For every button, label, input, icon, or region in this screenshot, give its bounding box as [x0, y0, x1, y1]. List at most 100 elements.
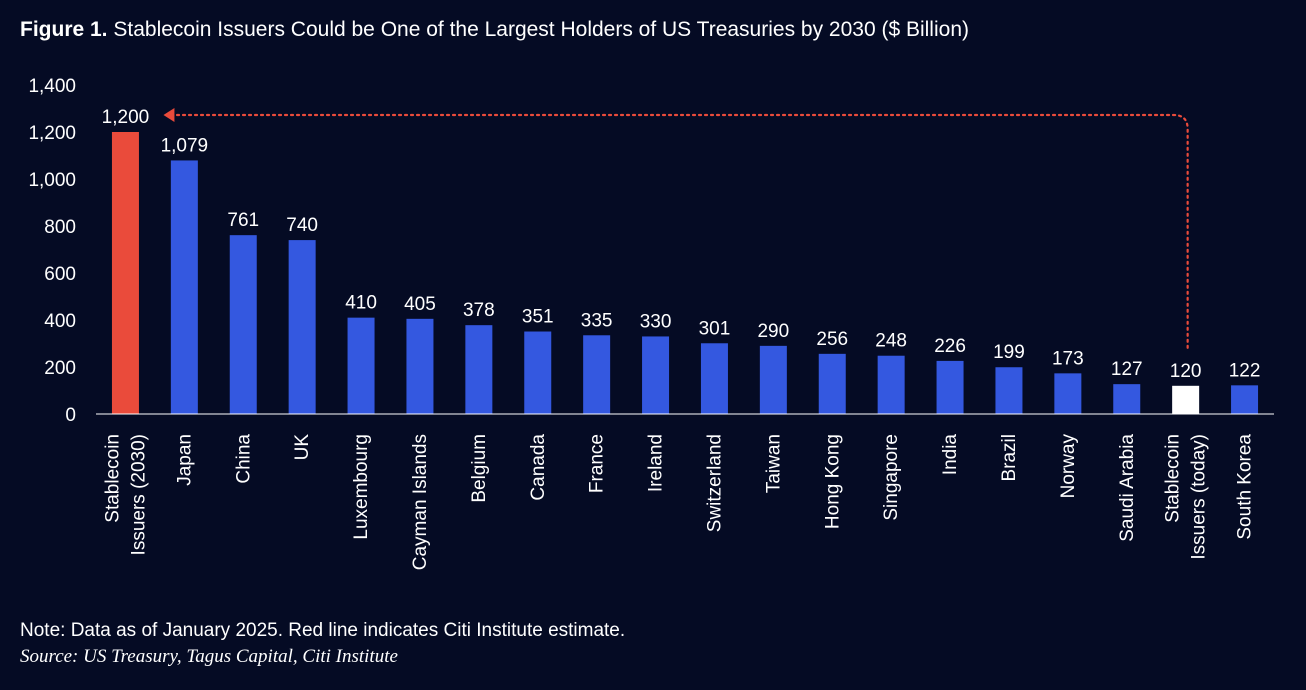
- bar: [818, 353, 846, 414]
- bar: [229, 235, 257, 414]
- chart-title-text: Stablecoin Issuers Could be One of the L…: [113, 18, 969, 41]
- estimate-arrow: [163, 108, 1189, 349]
- bar-value-label: 1,079: [161, 135, 209, 156]
- x-tick-label-line: Cayman Islands: [410, 434, 431, 570]
- x-tick-label: Hong Kong: [822, 434, 843, 529]
- x-tick-label: Cayman Islands: [410, 434, 431, 570]
- chart-title: Figure 1. Stablecoin Issuers Could be On…: [20, 18, 969, 42]
- x-tick-label-line: Canada: [528, 434, 549, 501]
- x-tick-label: South Korea: [1235, 434, 1256, 540]
- bar-value-label: 199: [993, 342, 1025, 363]
- y-tick-label: 1,200: [28, 123, 76, 144]
- bar-value-label: 173: [1052, 348, 1084, 369]
- x-tick-label-line: UK: [292, 434, 313, 461]
- x-tick-label: Singapore: [881, 434, 902, 521]
- x-tick-label-line: Norway: [1058, 434, 1079, 499]
- x-tick-label: Norway: [1058, 434, 1079, 499]
- bar-value-label: 301: [699, 318, 731, 339]
- bar: [288, 240, 316, 414]
- bar: [524, 331, 552, 414]
- x-tick-label: France: [587, 434, 608, 493]
- bar-value-label: 410: [345, 293, 377, 314]
- x-tick-label-line: Taiwan: [763, 434, 784, 493]
- x-tick-label-line: Singapore: [881, 434, 902, 521]
- bar-value-label: 740: [286, 215, 318, 236]
- x-tick-label-line: China: [233, 434, 254, 484]
- x-tick-label-line: South Korea: [1235, 434, 1256, 540]
- x-tick-label-line: India: [940, 434, 961, 476]
- x-tick-label-line: Stablecoin: [102, 434, 123, 523]
- x-tick-label-line: Hong Kong: [822, 434, 843, 529]
- bar-value-label: 335: [581, 310, 613, 331]
- x-tick-label: Stablecoin Issuers (today): [1163, 434, 1210, 560]
- x-tick-label: Japan: [174, 434, 195, 486]
- bar-series: [111, 132, 1259, 414]
- x-tick-label-line: Belgium: [469, 434, 490, 503]
- bar: [1231, 385, 1259, 414]
- bar: [406, 318, 434, 414]
- bar: [347, 317, 375, 414]
- chart-note: Note: Data as of January 2025. Red line …: [20, 620, 626, 641]
- x-axis-labels: Stablecoin Issuers (2030) Japan China UK Luxe…: [102, 434, 1255, 571]
- bar: [759, 345, 787, 414]
- y-tick-label: 200: [44, 358, 76, 379]
- x-tick-label: Canada: [528, 434, 549, 501]
- bar-value-label: 405: [404, 294, 436, 315]
- x-tick-label-line: Switzerland: [704, 434, 725, 532]
- bar-value-label: 378: [463, 300, 495, 321]
- y-tick-label: 1,000: [28, 170, 76, 191]
- x-tick-label: Brazil: [999, 434, 1020, 482]
- x-tick-label-line: Luxembourg: [351, 434, 372, 540]
- bar: [1054, 373, 1082, 414]
- x-tick-label: Belgium: [469, 434, 490, 503]
- bar: [936, 360, 964, 414]
- x-tick-label: India: [940, 434, 961, 476]
- y-tick-label: 1,400: [28, 76, 76, 97]
- x-tick-label-line: Brazil: [999, 434, 1020, 482]
- x-tick-label: Saudi Arabia: [1117, 434, 1138, 542]
- bar: [1172, 385, 1200, 414]
- x-tick-label: Luxembourg: [351, 434, 372, 540]
- bar-value-label: 330: [640, 311, 672, 332]
- y-axis: 0 200 400 600 800 1,000 1,200 1,400: [28, 76, 76, 426]
- x-tick-label-line: Saudi Arabia: [1117, 434, 1138, 542]
- x-tick-label-line: Ireland: [646, 434, 667, 492]
- bar: [700, 343, 728, 414]
- bar-value-label: 351: [522, 307, 554, 328]
- y-tick-label: 600: [44, 264, 76, 285]
- estimate-arrow-head: [163, 108, 175, 122]
- bar: [111, 132, 139, 414]
- bar-value-label: 127: [1111, 359, 1143, 380]
- x-tick-label-line: France: [587, 434, 608, 493]
- chart-source: Source: US Treasury, Tagus Capital, Citi…: [20, 646, 398, 667]
- x-tick-label: UK: [292, 434, 313, 461]
- bar-value-label: 761: [227, 210, 259, 231]
- x-tick-label: Stablecoin Issuers (2030): [102, 434, 149, 555]
- bar-value-label: 1,200: [102, 107, 150, 128]
- y-tick-label: 800: [44, 217, 76, 238]
- bar: [170, 160, 198, 414]
- x-tick-label-line: Stablecoin: [1163, 434, 1184, 523]
- x-tick-label: Ireland: [646, 434, 667, 492]
- bar-value-label: 290: [757, 321, 789, 342]
- x-tick-label: Taiwan: [763, 434, 784, 493]
- bar-value-label: 248: [875, 331, 907, 352]
- x-tick-label-line: Issuers (2030): [128, 434, 149, 555]
- bar-value-label: 256: [816, 329, 848, 350]
- bar-value-label: 226: [934, 336, 966, 357]
- x-tick-label: China: [233, 434, 254, 484]
- figure-number: Figure 1.: [20, 18, 108, 41]
- bar: [877, 355, 905, 414]
- bar: [583, 335, 611, 414]
- bar: [465, 325, 493, 414]
- value-labels: 1,200 1,079 761 740 410 405 378 351 335 330 301 290…: [102, 107, 1261, 382]
- y-tick-label: 0: [65, 405, 76, 426]
- estimate-arrow-line: [170, 113, 1189, 349]
- x-tick-label: Switzerland: [704, 434, 725, 532]
- x-tick-label-line: Issuers (today): [1189, 434, 1210, 560]
- bar: [995, 367, 1023, 414]
- bar: [1113, 384, 1141, 414]
- bar-chart: 0 200 400 600 800 1,000 1,200 1,400 1,200 1,079 7…: [28, 76, 1274, 571]
- bar-value-label: 122: [1229, 360, 1261, 381]
- bar: [642, 336, 670, 414]
